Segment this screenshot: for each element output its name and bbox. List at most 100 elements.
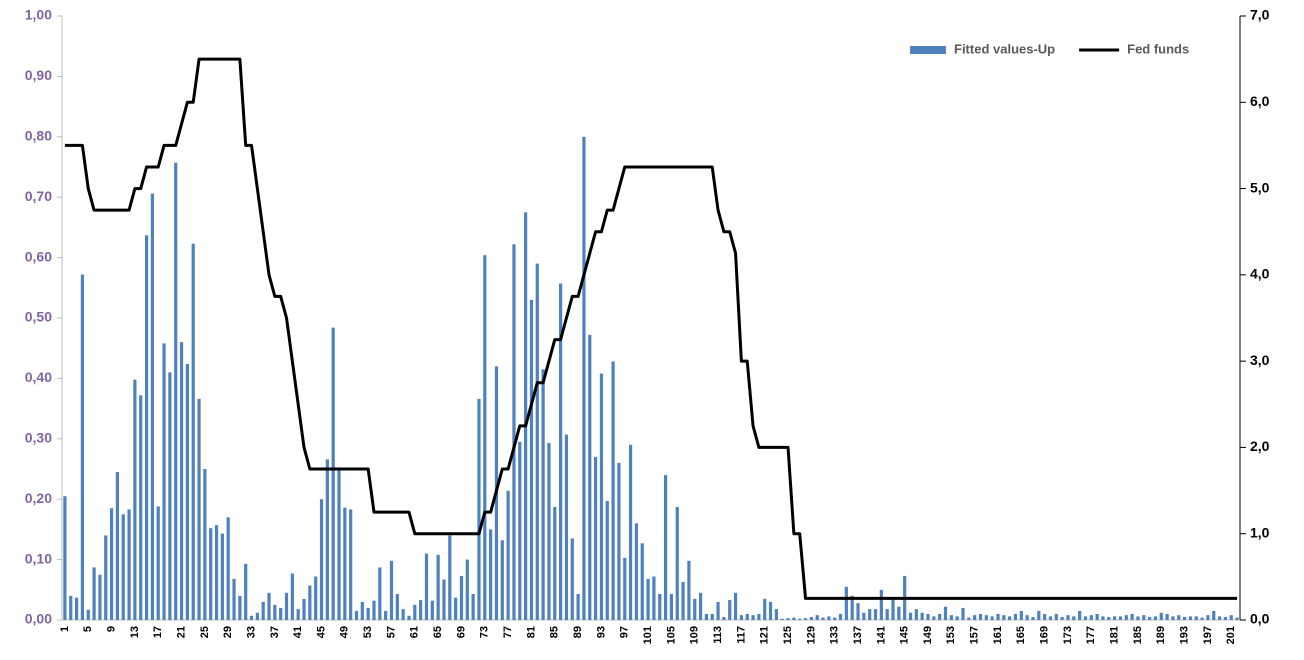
x-tick-label: 133	[829, 626, 841, 644]
bar	[360, 601, 364, 620]
x-tick-label: 61	[409, 626, 421, 638]
bar	[605, 501, 609, 620]
bar	[518, 441, 522, 620]
bar	[833, 617, 837, 620]
bar	[1235, 617, 1239, 620]
x-tick-label: 89	[572, 626, 584, 638]
bar	[1124, 615, 1128, 620]
bar	[646, 578, 650, 620]
bar	[1013, 613, 1018, 620]
x-tick-label: 137	[852, 626, 864, 644]
bar	[541, 369, 545, 620]
bar	[1101, 616, 1105, 620]
bar	[1048, 616, 1053, 620]
bar	[593, 456, 598, 620]
bar	[1060, 616, 1064, 620]
bar	[1153, 616, 1158, 620]
bar	[640, 543, 644, 620]
x-tick-label: 117	[735, 626, 747, 644]
bar	[955, 616, 959, 620]
bar	[1083, 616, 1088, 620]
bar	[961, 607, 965, 620]
bar	[1072, 616, 1076, 620]
x-tick-label: 109	[689, 626, 701, 644]
bar	[733, 592, 738, 620]
bar	[856, 603, 860, 620]
bar	[139, 395, 143, 620]
bar	[897, 606, 901, 620]
bar	[156, 506, 160, 620]
x-tick-label: 57	[385, 626, 397, 638]
x-tick-label: 113	[712, 626, 724, 644]
bar	[582, 136, 586, 621]
bar	[669, 594, 674, 620]
x-tick-label: 17	[152, 626, 164, 638]
bar	[1054, 613, 1058, 620]
x-tick-label: 33	[245, 626, 257, 638]
bar	[990, 616, 994, 620]
bar	[162, 343, 166, 620]
bar	[559, 283, 563, 620]
bar	[844, 586, 848, 620]
y-tick-label: 0,70	[25, 188, 52, 204]
bar	[226, 517, 230, 620]
bar	[1206, 615, 1210, 620]
x-tick-label: 65	[432, 626, 444, 638]
bar	[168, 372, 172, 620]
bar	[220, 533, 224, 620]
bar	[471, 594, 475, 620]
bar	[698, 592, 703, 620]
x-tick-label: 185	[1132, 626, 1144, 644]
bar	[179, 342, 184, 620]
bar	[436, 554, 440, 620]
bar	[1019, 610, 1023, 620]
x-tick-label: 145	[899, 626, 911, 644]
x-tick-label: 101	[642, 626, 654, 644]
x-tick-label: 153	[945, 626, 957, 644]
bar	[261, 601, 265, 620]
bar	[763, 598, 767, 620]
bar	[395, 594, 399, 620]
bar	[1217, 616, 1222, 620]
bar	[879, 589, 883, 620]
bar	[710, 613, 714, 620]
bar	[115, 472, 120, 620]
bar	[529, 299, 534, 620]
bar	[821, 617, 825, 620]
x-tick-label: 13	[129, 626, 141, 638]
bar	[535, 263, 539, 620]
bar	[255, 612, 259, 620]
x-tick-label: 25	[199, 626, 211, 638]
x-tick-label: 5	[82, 626, 94, 632]
bar	[343, 507, 347, 620]
bar	[757, 613, 761, 620]
bar	[815, 615, 819, 620]
bar	[430, 600, 434, 620]
bar	[1037, 610, 1041, 620]
bar	[279, 607, 283, 620]
bar	[1177, 615, 1181, 620]
y-tick-label: 0,40	[25, 369, 52, 385]
x-tick-label: 45	[315, 626, 327, 638]
bar	[372, 600, 376, 620]
bar	[1008, 616, 1012, 620]
bar	[628, 444, 633, 620]
x-tick-label: 177	[1085, 626, 1097, 644]
bar	[232, 578, 236, 620]
bar	[716, 601, 720, 620]
bar	[1165, 613, 1169, 620]
bar	[908, 612, 913, 620]
x-tick-label: 129	[805, 626, 817, 644]
y2-tick-label: 5,0	[1250, 179, 1270, 195]
x-tick-label: 173	[1062, 626, 1074, 644]
x-tick-label: 125	[782, 626, 794, 644]
bar	[652, 576, 656, 620]
bar	[786, 618, 790, 620]
bar	[868, 609, 872, 620]
bar	[932, 616, 936, 620]
legend-label: Fed funds	[1127, 41, 1189, 56]
x-tick-label: 41	[292, 626, 304, 638]
bar	[465, 559, 469, 620]
bar	[1118, 616, 1123, 620]
bar	[809, 616, 813, 620]
